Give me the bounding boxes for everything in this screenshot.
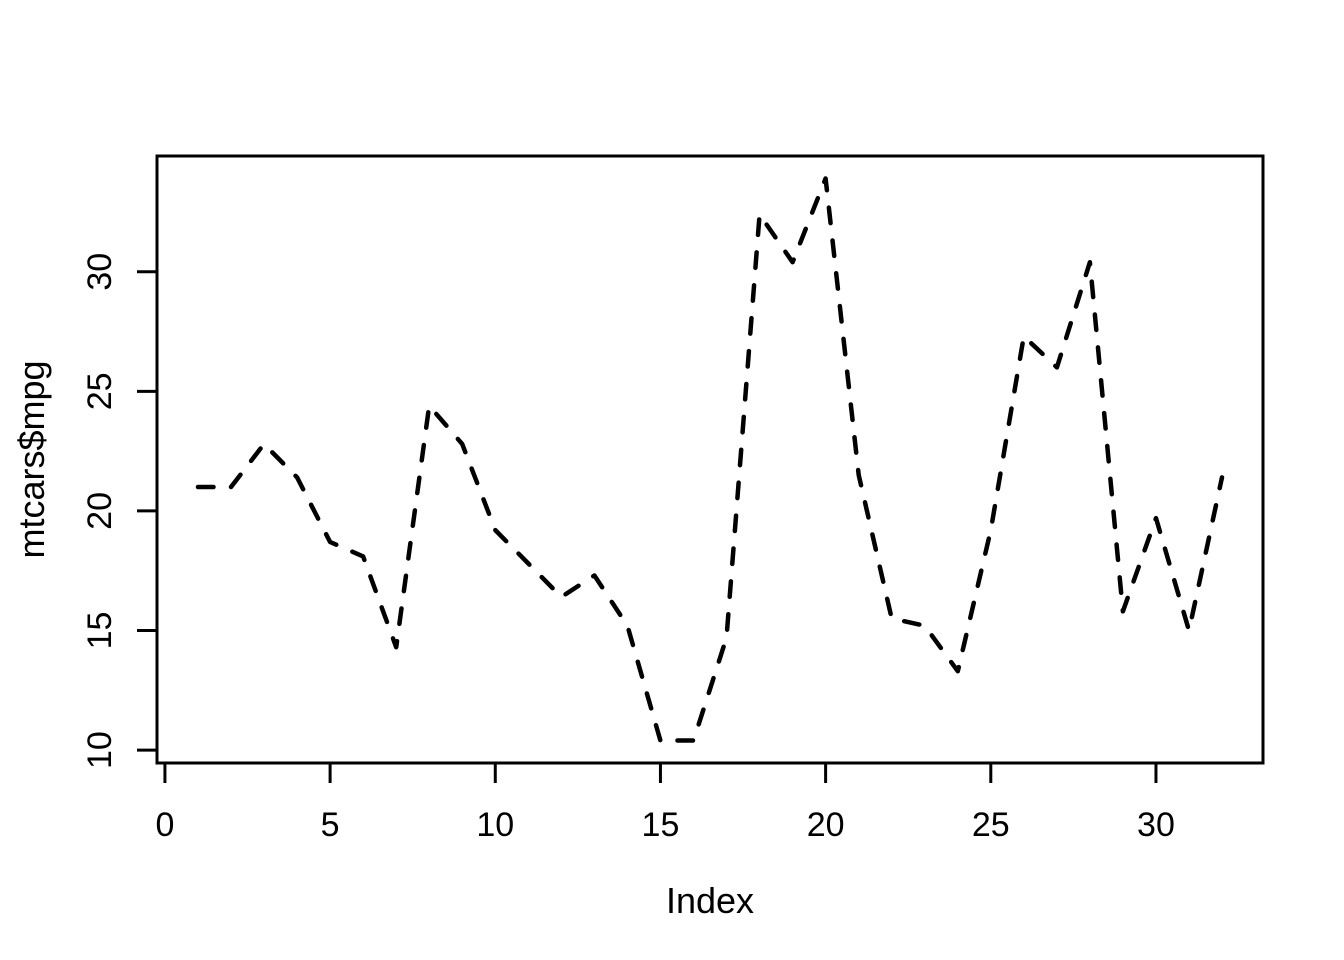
x-tick-label: 5 [321, 806, 340, 844]
y-tick-label: 25 [81, 372, 119, 410]
x-tick-label: 15 [642, 806, 680, 844]
x-tick-label: 0 [155, 806, 174, 844]
y-tick-label: 10 [81, 731, 119, 769]
x-tick-label: 30 [1137, 806, 1175, 844]
y-tick-label: 30 [81, 253, 119, 291]
plot-box [155, 154, 1265, 765]
x-axis-title: Index [666, 880, 754, 921]
x-tick-label: 25 [972, 806, 1010, 844]
x-tick-label: 10 [476, 806, 514, 844]
data-line-mpg [195, 176, 1225, 743]
y-tick-label: 15 [81, 612, 119, 650]
x-tick-label: 20 [807, 806, 845, 844]
y-axis-title: mtcars$mpg [11, 360, 52, 558]
y-tick-label: 20 [81, 492, 119, 530]
